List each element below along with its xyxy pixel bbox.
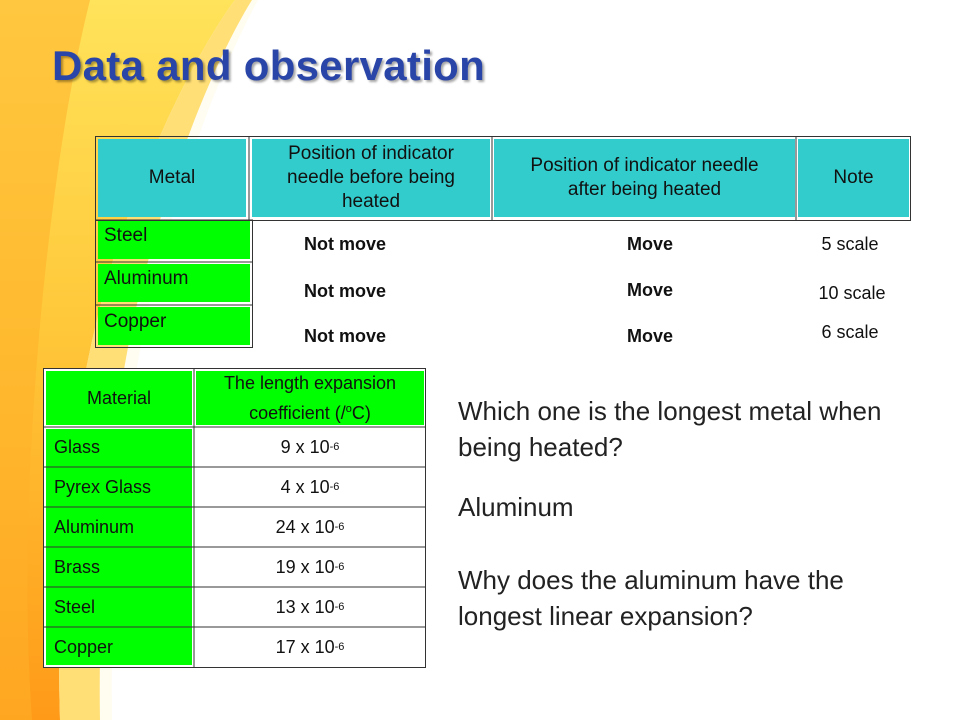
table1-before-steel: Not move bbox=[303, 234, 386, 254]
coef-base: 24 x 10 bbox=[275, 516, 335, 537]
coef-base: 4 x 10 bbox=[280, 476, 330, 497]
table1-metal-copper: Copper bbox=[98, 307, 250, 345]
table2-header-material: Material bbox=[46, 371, 192, 425]
table2-header-coef-sup: o bbox=[345, 403, 352, 415]
table2-coef-copper: 17 x 10 -6 bbox=[196, 629, 424, 665]
table2-material-copper: Copper bbox=[54, 636, 114, 657]
table2-header-coef-text: coefficient (/ bbox=[249, 403, 346, 423]
table1-header-after: Position of indicator needle after being… bbox=[494, 139, 795, 217]
table2-material-aluminum: Aluminum bbox=[54, 516, 135, 537]
table2-material-steel: Steel bbox=[54, 596, 96, 617]
question-why-aluminum: Why does the aluminum have the longest l… bbox=[458, 565, 844, 631]
coef-base: 9 x 10 bbox=[280, 436, 330, 457]
table2-material-glass: Glass bbox=[54, 436, 101, 457]
coef-exp: -6 bbox=[334, 641, 345, 653]
coef-base: 13 x 10 bbox=[275, 596, 335, 617]
table1-before-copper: Not move bbox=[303, 326, 386, 346]
table1-note-steel: 5 scale bbox=[821, 234, 879, 254]
table2-coef-brass: 19 x 10 -6 bbox=[196, 549, 424, 585]
coef-base: 19 x 10 bbox=[275, 556, 335, 577]
table2-material-pyrex: Pyrex Glass bbox=[54, 476, 152, 497]
coef-base: 17 x 10 bbox=[275, 636, 335, 657]
table1-metal-aluminum: Aluminum bbox=[98, 264, 250, 302]
table2-header-coef-unit: C) bbox=[351, 403, 371, 423]
table2-material-brass: Brass bbox=[54, 556, 101, 577]
coef-exp: -6 bbox=[334, 601, 345, 613]
expansion-coefficient-table: Material The length expansion coefficien… bbox=[43, 368, 426, 668]
coef-exp: -6 bbox=[329, 481, 340, 493]
table2-coef-steel: 13 x 10 -6 bbox=[196, 589, 424, 625]
table1-after-copper: Move bbox=[626, 326, 673, 346]
table1-after-steel: Move bbox=[626, 234, 673, 254]
coef-exp: -6 bbox=[334, 561, 345, 573]
coef-exp: -6 bbox=[329, 441, 340, 453]
coef-exp: -6 bbox=[334, 521, 345, 533]
table1-after-aluminum: Move bbox=[626, 280, 673, 300]
table1-header-note: Note bbox=[798, 139, 909, 217]
question-longest-metal: Which one is the longest metal when bein… bbox=[458, 396, 882, 462]
table2-header-coefficient: The length expansion coefficient (/oC) bbox=[196, 371, 424, 425]
table1-note-copper: 6 scale bbox=[821, 322, 879, 342]
table1-before-aluminum: Not move bbox=[303, 281, 386, 301]
table1-grid bbox=[95, 136, 911, 348]
answer-aluminum: Aluminum bbox=[458, 492, 574, 522]
table1-note-aluminum: 10 scale bbox=[818, 283, 886, 303]
page-title: Data and observation bbox=[52, 42, 486, 89]
table2-header-coef-line1: The length expansion bbox=[223, 373, 397, 393]
table2-coef-pyrex: 4 x 10 -6 bbox=[196, 469, 424, 505]
table2-header-coef-line2: coefficient (/oC) bbox=[249, 396, 371, 426]
table1-header-before: Position of indicator needle before bein… bbox=[252, 139, 490, 217]
table1-metal-steel: Steel bbox=[98, 221, 250, 259]
table2-coef-glass: 9 x 10 -6 bbox=[196, 429, 424, 465]
table2-grid bbox=[43, 368, 426, 668]
table1-header-metal: Metal bbox=[98, 139, 246, 217]
metal-observation-table: Metal Position of indicator needle befor… bbox=[95, 136, 911, 348]
table2-coef-aluminum: 24 x 10 -6 bbox=[196, 509, 424, 545]
